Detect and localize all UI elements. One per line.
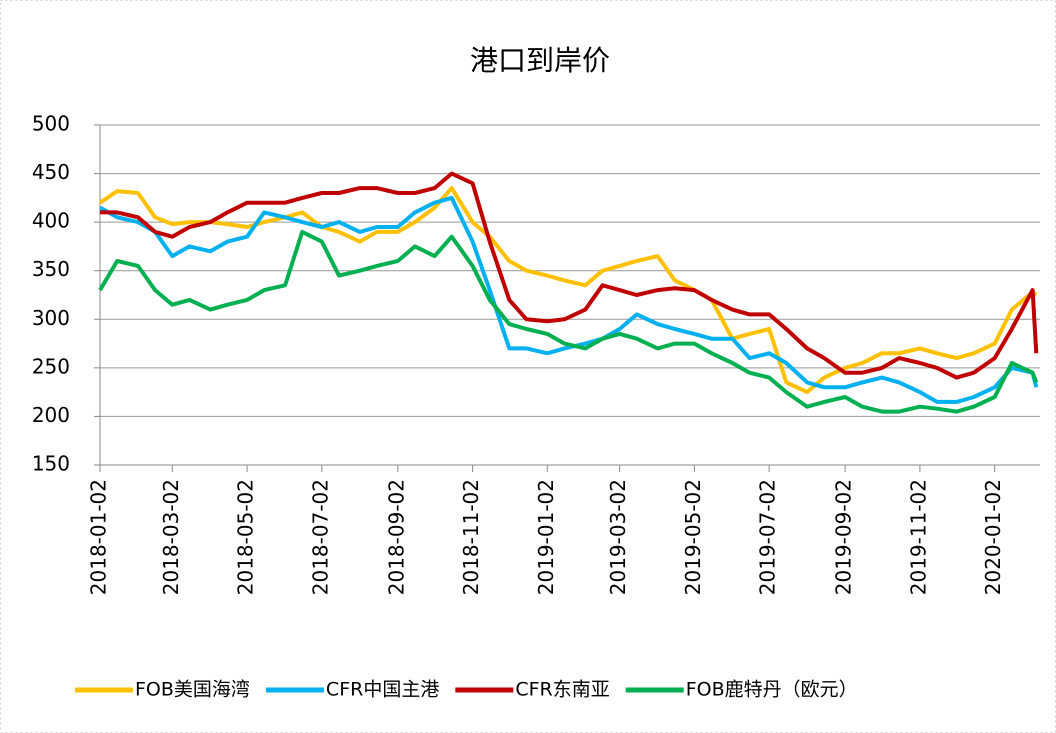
y-tick-label: 150 — [32, 452, 70, 476]
x-tick-label: 2018-01-02 — [87, 479, 111, 595]
legend-label: FOB美国海湾 — [135, 679, 250, 701]
x-tick-label: 2019-11-02 — [906, 479, 930, 595]
x-tick-label: 2018-07-02 — [308, 479, 332, 595]
y-tick-label: 350 — [32, 257, 70, 281]
x-tick-label: 2018-03-02 — [159, 479, 183, 595]
x-tick-label: 2019-03-02 — [606, 479, 630, 595]
x-tick-label: 2018-09-02 — [384, 479, 408, 595]
legend-label: CFR中国主港 — [326, 679, 439, 701]
y-tick-label: 250 — [32, 354, 70, 378]
x-tick-label: 2019-01-02 — [534, 479, 558, 595]
y-tick-label: 400 — [32, 209, 70, 233]
legend-label: FOB鹿特丹（欧元） — [686, 679, 858, 701]
series-line — [98, 229, 1039, 414]
x-tick-label: 2019-07-02 — [756, 479, 780, 595]
x-tick-label: 2019-05-02 — [681, 479, 705, 595]
chart-title: 港口到岸价 — [470, 44, 610, 77]
y-tick-label: 500 — [32, 112, 70, 136]
y-tick-label: 450 — [32, 160, 70, 184]
legend-label: CFR东南亚 — [515, 679, 609, 701]
x-tick-label: 2018-11-02 — [459, 479, 483, 595]
x-tick-label: 2018-05-02 — [234, 479, 258, 595]
y-tick-label: 200 — [32, 403, 70, 427]
y-tick-label: 300 — [32, 306, 70, 330]
series-line — [100, 171, 1039, 380]
x-tick-label: 2020-01-02 — [981, 479, 1005, 595]
x-tick-label: 2019-09-02 — [832, 479, 856, 595]
